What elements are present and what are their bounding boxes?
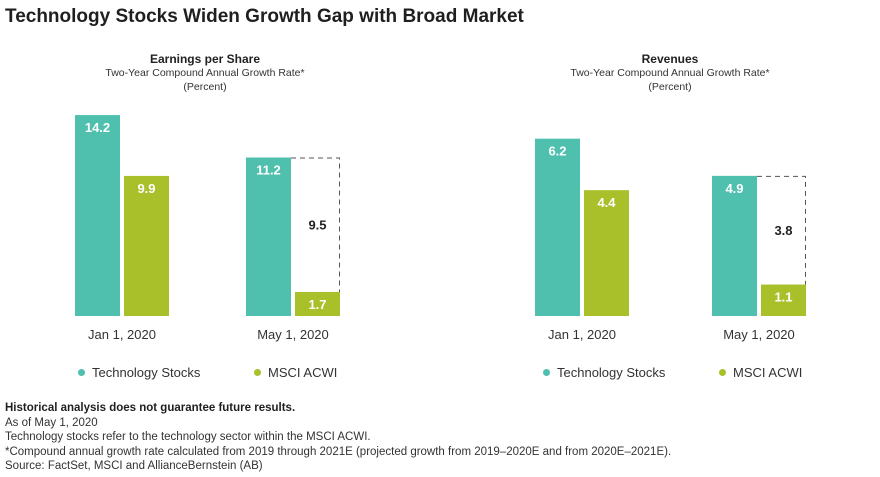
revenues-bar-label-acwi: 1.1	[774, 290, 792, 305]
revenues-legend: Technology Stocks MSCI ACWI	[543, 364, 802, 380]
disclaimer-text: Historical analysis does not guarantee f…	[5, 402, 296, 414]
definition-text: Technology stocks refer to the technolog…	[5, 431, 371, 444]
tech-swatch-icon	[78, 369, 85, 376]
acwi-swatch-icon	[254, 369, 262, 376]
chart-title: Technology Stocks Widen Growth Gap with …	[5, 6, 524, 27]
revenues-bar-label-acwi: 4.4	[597, 195, 616, 210]
footnotes: Historical analysis does not guarantee f…	[5, 401, 671, 474]
eps-legend: Technology Stocks MSCI ACWI	[78, 364, 337, 380]
revenues-bar-tech	[535, 138, 580, 316]
tech-swatch-icon	[543, 369, 550, 376]
source-text: Source: FactSet, MSCI and AllianceBernst…	[5, 460, 263, 473]
eps-gap-label: 9.5	[308, 218, 326, 233]
legend-label-tech: Technology Stocks	[557, 365, 666, 380]
legend-label-tech: Technology Stocks	[92, 365, 201, 380]
legend-item-tech: Technology Stocks	[78, 365, 200, 380]
eps-bar-label-acwi: 9.9	[137, 181, 155, 196]
legend-item-tech: Technology Stocks	[543, 365, 665, 380]
revenues-bar-tech	[712, 175, 757, 316]
revenues-bar-label-tech: 6.2	[548, 144, 566, 159]
revenues-gap-label: 3.8	[774, 223, 792, 238]
eps-bar-label-tech: 11.2	[256, 163, 281, 178]
revenues-panel-subtitle: Two-Year Compound Annual Growth Rate*	[570, 67, 770, 79]
cagr-footnote-text: *Compound annual growth rate calculated …	[5, 445, 672, 458]
eps-panel-title: Earnings per Share	[149, 52, 261, 66]
eps-panel-header: Earnings per Share Two-Year Compound Ann…	[55, 52, 355, 94]
eps-bar-acwi	[124, 175, 169, 316]
acwi-swatch-icon	[719, 369, 727, 376]
eps-bar-tech	[75, 115, 120, 316]
revenues-panel-unit: (Percent)	[648, 81, 692, 93]
eps-bar-label-tech: 14.2	[85, 120, 110, 135]
eps-bar-acwi	[295, 291, 340, 316]
eps-panel-unit: (Percent)	[183, 81, 227, 93]
eps-gap-outline	[291, 157, 340, 292]
eps-category-label: May 1, 2020	[257, 327, 329, 342]
eps-panel-subtitle: Two-Year Compound Annual Growth Rate*	[105, 67, 305, 79]
legend-item-acwi: MSCI ACWI	[719, 365, 802, 380]
revenues-bar-acwi	[761, 284, 806, 316]
revenues-category-label: May 1, 2020	[723, 327, 795, 342]
eps-category-label: Jan 1, 2020	[88, 327, 156, 342]
legend-label-acwi: MSCI ACWI	[268, 365, 338, 380]
revenues-bar-acwi	[584, 190, 629, 316]
eps-bar-tech	[246, 157, 291, 316]
as-of-text: As of May 1, 2020	[5, 416, 98, 429]
legend-item-acwi: MSCI ACWI	[254, 365, 337, 380]
legend-label-acwi: MSCI ACWI	[733, 365, 803, 380]
revenues-panel-header: Revenues Two-Year Compound Annual Growth…	[520, 52, 820, 94]
eps-bar-label-acwi: 1.7	[308, 297, 326, 312]
revenues-category-label: Jan 1, 2020	[548, 327, 616, 342]
revenues-gap-outline	[757, 175, 806, 285]
revenues-bar-label-tech: 4.9	[725, 181, 743, 196]
revenues-panel-title: Revenues	[641, 52, 699, 66]
